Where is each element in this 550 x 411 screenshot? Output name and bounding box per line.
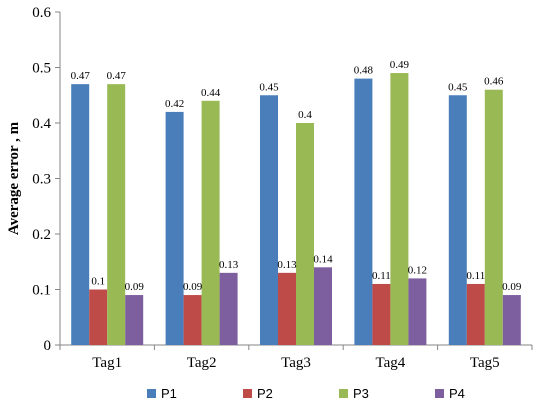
data-label: 0.1: [91, 276, 105, 288]
y-tick-label: 0.5: [32, 61, 51, 77]
data-label: 0.09: [183, 281, 203, 293]
data-label: 0.09: [125, 281, 145, 293]
y-tick-label: 0.4: [32, 116, 51, 132]
bar: [466, 283, 485, 345]
chart-axes: 0 0.1 0.2 0.3 0.4 0.5 0.6 Tag1 Tag2 Tag3 Tag4 Tag5: [32, 5, 533, 371]
data-label: 0.4: [298, 109, 312, 121]
bar: [408, 278, 427, 345]
bar: [314, 267, 332, 345]
y-tick-label: 0.3: [32, 172, 51, 188]
data-label: 0.47: [71, 70, 91, 82]
x-tick-label: Tag1: [92, 355, 122, 371]
bar: [484, 89, 503, 345]
data-label: 0.14: [313, 253, 333, 265]
y-tick-label: 0.2: [32, 227, 51, 243]
data-label: 0.49: [390, 59, 410, 71]
data-label: 0.45: [259, 81, 279, 93]
chart-data-labels: 0.47 0.1 0.47 0.09 0.42 0.09 0.44 0.13 0.45 0.13 0…: [71, 59, 522, 293]
bar: [107, 84, 126, 346]
data-label: 0.09: [502, 281, 522, 293]
data-label: 0.11: [466, 270, 485, 282]
chart-legend: P1 P2 P3 P4: [147, 386, 465, 401]
bar: [354, 78, 373, 345]
bar: [125, 295, 144, 345]
legend-swatch: [243, 389, 252, 398]
bar: [165, 111, 184, 346]
legend-label: P4: [449, 386, 465, 401]
data-label: 0.47: [107, 70, 127, 82]
bar: [502, 295, 521, 345]
data-label: 0.11: [372, 270, 391, 282]
data-label: 0.46: [484, 76, 504, 88]
legend-swatch: [435, 389, 444, 398]
bar: [71, 84, 90, 346]
bar: [219, 272, 238, 345]
legend-label: P2: [257, 386, 273, 401]
data-label: 0.12: [408, 264, 427, 276]
legend-swatch: [339, 389, 348, 398]
bar: [201, 100, 220, 345]
y-axis-label: Average error , m: [6, 121, 22, 235]
bar: [390, 73, 409, 346]
bar: [448, 95, 467, 345]
data-label: 0.45: [448, 81, 468, 93]
legend-label: P1: [161, 386, 177, 401]
y-tick-label: 0.6: [32, 5, 51, 21]
data-label: 0.44: [201, 87, 221, 99]
x-tick-label: Tag3: [281, 355, 311, 371]
bar: [260, 95, 278, 345]
data-label: 0.48: [354, 65, 374, 77]
legend-label: P3: [353, 386, 369, 401]
bar: [183, 295, 202, 345]
y-tick-label: 0.1: [32, 283, 51, 299]
data-label: 0.13: [219, 259, 239, 271]
bar: [296, 123, 314, 345]
bar: [372, 283, 391, 345]
legend-swatch: [147, 389, 156, 398]
x-tick-label: Tag5: [470, 355, 500, 371]
bar: [89, 289, 108, 345]
x-tick-label: Tag2: [187, 355, 217, 371]
data-label: 0.13: [277, 259, 297, 271]
data-label: 0.42: [165, 98, 184, 110]
x-tick-label: Tag4: [376, 355, 406, 371]
bar: [278, 272, 296, 345]
y-tick-label: 0: [44, 338, 52, 354]
chart-bars: [71, 73, 521, 346]
